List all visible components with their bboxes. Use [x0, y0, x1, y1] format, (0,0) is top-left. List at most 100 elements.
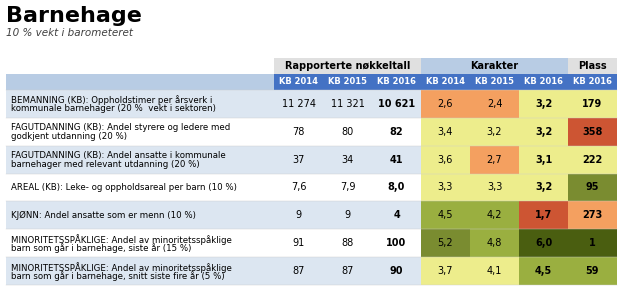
Bar: [470, 201, 519, 229]
Bar: [519, 146, 568, 174]
Text: 6,0: 6,0: [535, 238, 552, 248]
Bar: [421, 257, 470, 285]
Text: 10 621: 10 621: [378, 99, 415, 109]
Bar: [372, 74, 421, 90]
Text: godkjent utdanning (20 %): godkjent utdanning (20 %): [11, 132, 127, 141]
Bar: [421, 58, 568, 74]
Text: 91: 91: [293, 238, 304, 248]
Text: Plass: Plass: [578, 61, 607, 71]
Text: 3,2: 3,2: [535, 127, 552, 137]
Bar: [323, 229, 372, 257]
Text: 5,2: 5,2: [438, 238, 453, 248]
Text: 358: 358: [582, 127, 603, 137]
Text: kommunale barnehager (20 %  vekt i sektoren): kommunale barnehager (20 % vekt i sektor…: [11, 104, 216, 113]
Text: 87: 87: [342, 266, 353, 276]
Bar: [6, 146, 274, 174]
Text: 78: 78: [292, 127, 304, 137]
Bar: [421, 146, 470, 174]
Text: 2,4: 2,4: [487, 99, 502, 109]
Bar: [274, 174, 323, 201]
Text: 4,8: 4,8: [487, 238, 502, 248]
Bar: [323, 118, 372, 146]
Bar: [274, 229, 323, 257]
Bar: [568, 201, 617, 229]
Bar: [323, 146, 372, 174]
Text: KB 2015: KB 2015: [475, 77, 514, 86]
Bar: [6, 58, 274, 74]
Bar: [372, 90, 421, 118]
Bar: [6, 257, 274, 285]
Text: 3,2: 3,2: [487, 127, 502, 137]
Bar: [6, 90, 274, 118]
Bar: [372, 174, 421, 201]
Text: 4,2: 4,2: [487, 210, 502, 220]
Bar: [519, 118, 568, 146]
Text: barn som går i barnehage, siste år (15 %): barn som går i barnehage, siste år (15 %…: [11, 243, 192, 253]
Bar: [6, 118, 274, 146]
Bar: [372, 201, 421, 229]
Text: barn som går i barnehage, snitt siste fire år (5 %): barn som går i barnehage, snitt siste fi…: [11, 271, 224, 281]
Bar: [470, 257, 519, 285]
Text: 59: 59: [586, 266, 600, 276]
Text: 37: 37: [292, 155, 304, 165]
Bar: [470, 229, 519, 257]
Bar: [568, 90, 617, 118]
Bar: [568, 174, 617, 201]
Bar: [519, 174, 568, 201]
Bar: [274, 90, 323, 118]
Bar: [323, 174, 372, 201]
Text: 3,1: 3,1: [535, 155, 552, 165]
Bar: [323, 90, 372, 118]
Text: 100: 100: [386, 238, 407, 248]
Text: 3,7: 3,7: [438, 266, 453, 276]
Bar: [470, 74, 519, 90]
Bar: [519, 90, 568, 118]
Bar: [421, 201, 470, 229]
Text: KB 2015: KB 2015: [328, 77, 367, 86]
Text: 1,7: 1,7: [535, 210, 552, 220]
Text: 9: 9: [296, 210, 301, 220]
Text: AREAL (KB): Leke- og oppholdsareal per barn (10 %): AREAL (KB): Leke- og oppholdsareal per b…: [11, 183, 237, 192]
Bar: [6, 229, 274, 257]
Text: 4: 4: [393, 210, 400, 220]
Text: 10 % vekt i barometeret: 10 % vekt i barometeret: [6, 28, 133, 38]
Bar: [470, 146, 519, 174]
Bar: [470, 90, 519, 118]
Text: 8,0: 8,0: [388, 183, 405, 193]
Bar: [274, 257, 323, 285]
Text: KB 2016: KB 2016: [377, 77, 416, 86]
Text: 41: 41: [390, 155, 403, 165]
Bar: [421, 90, 470, 118]
Bar: [568, 257, 617, 285]
Text: 95: 95: [586, 183, 600, 193]
Text: barnehager med relevant utdanning (20 %): barnehager med relevant utdanning (20 %): [11, 160, 200, 169]
Bar: [323, 257, 372, 285]
Bar: [372, 257, 421, 285]
Text: 3,6: 3,6: [438, 155, 453, 165]
Bar: [372, 118, 421, 146]
Text: 2,7: 2,7: [487, 155, 502, 165]
Text: KJØNN: Andel ansatte som er menn (10 %): KJØNN: Andel ansatte som er menn (10 %): [11, 211, 196, 220]
Text: KB 2014: KB 2014: [426, 77, 465, 86]
Bar: [274, 201, 323, 229]
Text: 4,5: 4,5: [535, 266, 552, 276]
Text: 7,9: 7,9: [340, 183, 355, 193]
Text: Rapporterte nøkkeltall: Rapporterte nøkkeltall: [285, 61, 410, 71]
Text: Barnehage: Barnehage: [6, 6, 142, 26]
Bar: [421, 118, 470, 146]
Text: 1: 1: [589, 238, 596, 248]
Text: 3,2: 3,2: [535, 99, 552, 109]
Bar: [372, 229, 421, 257]
Bar: [6, 201, 274, 229]
Text: 3,3: 3,3: [487, 183, 502, 193]
Bar: [274, 118, 323, 146]
Text: 7,6: 7,6: [291, 183, 306, 193]
Bar: [421, 174, 470, 201]
Text: 11 321: 11 321: [330, 99, 365, 109]
Text: 4,1: 4,1: [487, 266, 502, 276]
Text: FAGUTDANNING (KB): Andel styrere og ledere med: FAGUTDANNING (KB): Andel styrere og lede…: [11, 123, 230, 132]
Bar: [6, 74, 274, 90]
Bar: [323, 201, 372, 229]
Bar: [568, 58, 617, 74]
Text: 87: 87: [292, 266, 304, 276]
